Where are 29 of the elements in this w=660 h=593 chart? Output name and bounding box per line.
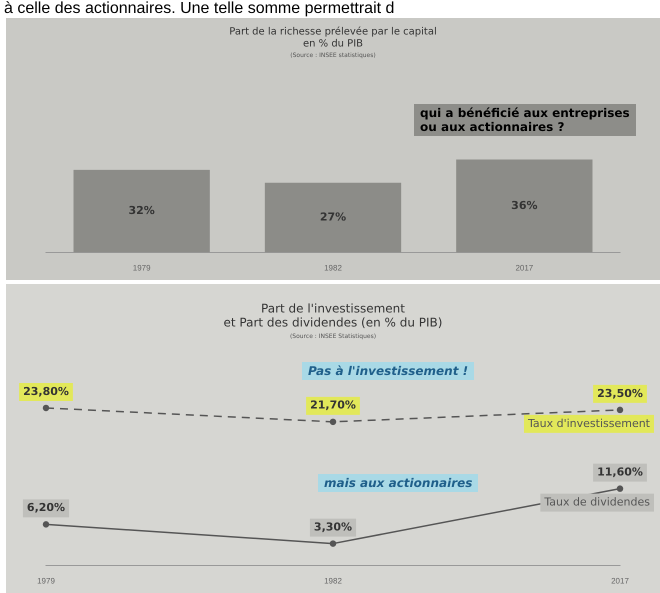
- x-tick-label: 1979: [132, 263, 152, 272]
- data-label: 6,20%: [26, 501, 66, 514]
- data-label: 36%: [511, 198, 538, 212]
- point: [330, 540, 336, 547]
- text: à celle des actionnaires. Une telle somme permettrait d: [3, 0, 396, 18]
- point: [616, 485, 624, 492]
- chart-title: Part de l'investissement et Part des dividendes (en % du PIB): [224, 301, 442, 330]
- x-tick-label: 1982: [324, 263, 342, 272]
- text: Pas à l'investissement !: [302, 362, 474, 380]
- data-label: 27%: [320, 210, 346, 224]
- x-tick-label: 1979: [37, 576, 56, 586]
- data-label: 21,70%: [310, 398, 356, 412]
- series-label: Taux d'investissement: [526, 416, 651, 430]
- data-label: 11,60%: [597, 466, 643, 479]
- x-tick-label: 1982: [324, 576, 342, 586]
- x-tick-label: 2017: [611, 576, 630, 586]
- data-label: 32%: [128, 204, 155, 217]
- chart-title: Part de la richesse prélevée par le capital en % du PIB: [229, 26, 437, 50]
- annotation: mais aux actionnaires: [318, 474, 478, 492]
- x-tick-label: 2017: [515, 263, 534, 272]
- point: [42, 521, 50, 528]
- point: [616, 406, 624, 414]
- series-label: Taux de dividendes: [543, 496, 650, 509]
- text: qui a bénéficié aux entreprises ou aux actionnaires ?: [414, 104, 636, 136]
- data-label: 23,50%: [597, 386, 643, 400]
- point: [330, 418, 336, 426]
- data-label: 23,80%: [23, 384, 69, 398]
- data-label: 3,30%: [314, 520, 352, 534]
- point: [42, 404, 50, 412]
